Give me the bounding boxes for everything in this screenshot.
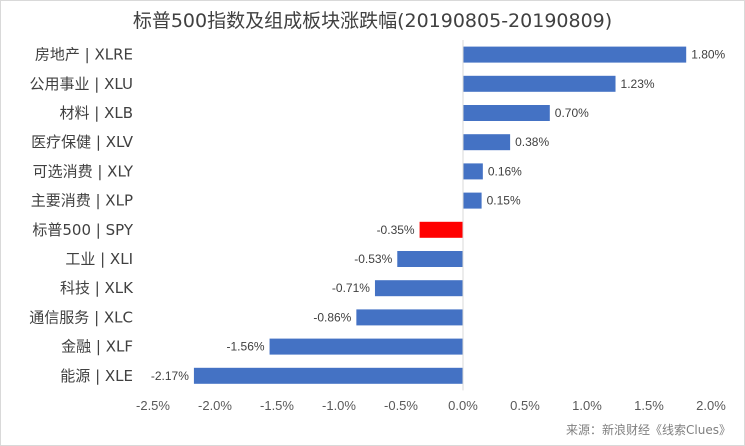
- bar: [269, 338, 463, 355]
- x-tick-label: 1.5%: [634, 398, 664, 413]
- bar: [463, 134, 511, 151]
- bar: [374, 280, 463, 297]
- source-note: 来源：新浪财经《线索Clues》: [566, 423, 731, 437]
- bar: [356, 309, 463, 326]
- category-label: 科技 | XLK: [60, 279, 134, 297]
- data-label: -1.56%: [227, 340, 265, 354]
- chart-title: 标普500指数及组成板块涨跌幅(20190805-20190809): [132, 10, 613, 32]
- category-label: 通信服务 | XLC: [29, 308, 133, 326]
- data-label: 1.23%: [621, 77, 655, 91]
- bar: [463, 105, 550, 121]
- data-label: -0.53%: [354, 252, 392, 266]
- x-tick-label: -1.5%: [260, 398, 294, 413]
- bar: [463, 46, 687, 63]
- x-tick-label: 1.0%: [572, 398, 602, 413]
- x-tick-label: -1.0%: [322, 398, 356, 413]
- data-label: 0.70%: [555, 106, 589, 120]
- data-label: 1.80%: [691, 48, 725, 62]
- x-tick-label: -2.5%: [136, 398, 170, 413]
- category-label: 材料 | XLB: [59, 104, 133, 122]
- category-label: 房地产 | XLRE: [35, 46, 133, 64]
- data-label: -0.35%: [377, 223, 415, 237]
- data-label: 0.38%: [515, 135, 549, 149]
- bar: [463, 75, 616, 92]
- data-label: 0.16%: [488, 164, 522, 178]
- category-label: 主要消费 | XLP: [31, 192, 133, 210]
- bar: [397, 251, 463, 267]
- bar: [193, 367, 464, 384]
- x-tick-label: -2.0%: [198, 398, 232, 413]
- data-label: 0.15%: [487, 194, 521, 208]
- data-label: -0.86%: [313, 310, 351, 324]
- category-label: 金融 | XLF: [61, 338, 133, 356]
- x-tick-label: -0.5%: [384, 398, 418, 413]
- category-label: 标普500 | SPY: [32, 221, 133, 239]
- category-label: 医疗保健 | XLV: [31, 133, 134, 151]
- x-tick-label: 0.0%: [448, 398, 478, 413]
- category-label: 工业 | XLI: [65, 250, 133, 268]
- x-tick-label: 0.5%: [510, 398, 540, 413]
- category-label: 可选消费 | XLY: [33, 162, 134, 180]
- category-label: 公用事业 | XLU: [30, 75, 133, 93]
- data-label: -0.71%: [332, 281, 370, 295]
- category-label: 能源 | XLE: [60, 367, 133, 385]
- bar: [463, 192, 482, 209]
- x-tick-label: 2.0%: [696, 398, 726, 413]
- bar: [463, 163, 483, 180]
- bar: [419, 221, 463, 238]
- data-label: -2.17%: [151, 369, 189, 383]
